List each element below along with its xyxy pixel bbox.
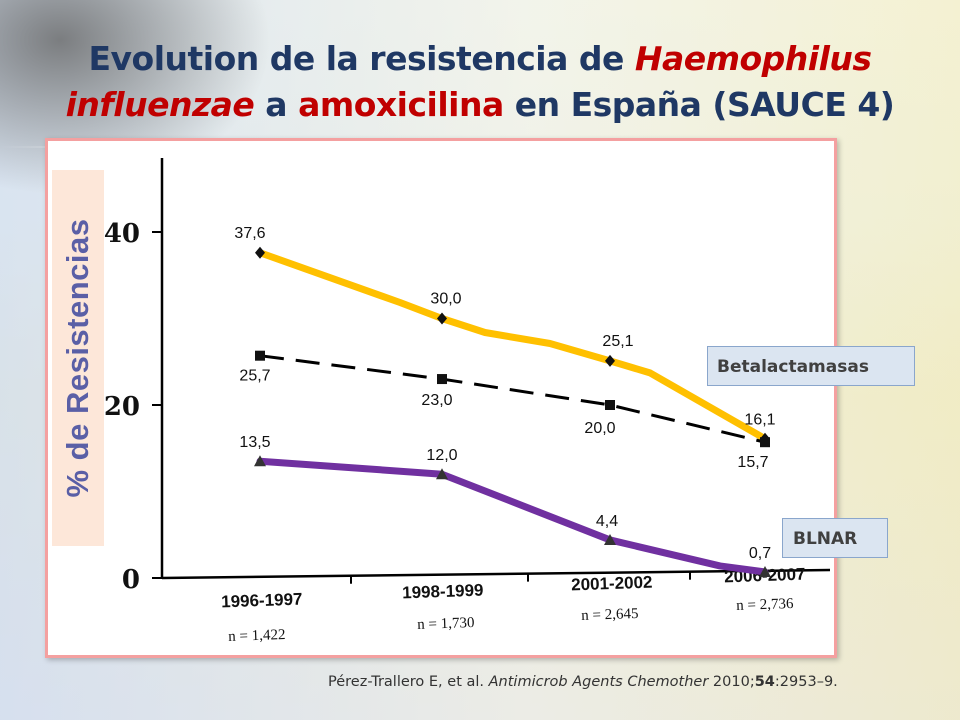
title-line-2: influenzae a amoxicilina en España (SAUC…	[0, 82, 960, 128]
data-label-blnar-3: 4,4	[596, 513, 618, 530]
title-text-1: Evolution de la resistencia de	[88, 39, 635, 78]
data-label-total-4: 16,1	[744, 412, 775, 429]
x-category-label-3: 2001-2002	[571, 573, 653, 595]
x-sample-size-1: n = 1,422	[228, 627, 286, 645]
citation-volume: 54	[754, 674, 775, 690]
series-marker-blnar-2	[436, 468, 448, 480]
series-marker-betalactamasas-2	[437, 374, 447, 385]
citation: Pérez-Trallero E, et al. Antimicrob Agen…	[328, 674, 838, 690]
series-line-blnar	[256, 457, 769, 576]
y-tick-label-0: 0	[122, 565, 140, 595]
legend-betalactamasas: Betalactamasas	[707, 346, 915, 386]
legend-blnar: BLNAR	[782, 518, 888, 558]
data-label-total-2: 30,0	[430, 291, 461, 308]
title-genus: Haemophilus	[634, 39, 872, 78]
title-line-1: Evolution de la resistencia de Haemophil…	[0, 36, 960, 82]
series-marker-total-2	[437, 312, 447, 325]
data-label-betalactamasas-3: 20,0	[584, 420, 615, 437]
citation-year: 2010;	[708, 674, 755, 690]
series-marker-total-3	[605, 354, 615, 367]
series-marker-blnar-3	[604, 533, 616, 545]
data-label-total-3: 25,1	[602, 333, 633, 350]
series-marker-betalactamasas-1	[255, 350, 265, 361]
title-text-3: en España (SAUCE 4)	[503, 85, 895, 124]
series-marker-blnar-1	[254, 455, 266, 467]
data-label-betalactamasas-2: 23,0	[421, 392, 452, 409]
series-marker-betalactamasas-3	[605, 400, 615, 410]
title-species: influenzae	[65, 85, 255, 124]
citation-authors: Pérez-Trallero E, et al.	[328, 674, 489, 690]
slide-title: Evolution de la resistencia de Haemophil…	[0, 36, 960, 128]
x-sample-size-3: n = 2,645	[581, 606, 639, 624]
series-marker-total-1	[255, 246, 265, 259]
y-axis-label: % de Resistencias	[60, 218, 95, 498]
x-sample-size-4: n = 2,736	[736, 596, 794, 614]
y-axis-label-background	[52, 170, 104, 546]
citation-journal: Antimicrob Agents Chemother	[488, 674, 709, 690]
data-label-blnar-4: 0,7	[749, 545, 771, 562]
data-label-blnar-2: 12,0	[426, 447, 457, 464]
data-label-betalactamasas-1: 25,7	[239, 368, 270, 385]
data-label-betalactamasas-4: 15,7	[737, 454, 768, 471]
x-axis-line	[161, 568, 831, 580]
series-marker-blnar-4	[759, 565, 771, 577]
x-category-label-1: 1996-1997	[221, 590, 303, 612]
y-tick-label-40: 40	[104, 219, 140, 249]
data-label-blnar-1: 13,5	[239, 434, 270, 451]
series-marker-betalactamasas-4	[760, 437, 770, 448]
title-text-2: a	[254, 85, 299, 124]
series-line-betalactamasas	[259, 354, 766, 444]
data-label-total-1: 37,6	[234, 225, 265, 242]
citation-pages: :2953–9.	[774, 674, 838, 690]
x-sample-size-2: n = 1,730	[417, 615, 475, 633]
series-line-total	[256, 249, 769, 443]
y-tick-label-20: 20	[104, 392, 140, 422]
title-drug: amoxicilina	[298, 85, 504, 124]
x-category-label-2: 1998-1999	[402, 581, 484, 603]
